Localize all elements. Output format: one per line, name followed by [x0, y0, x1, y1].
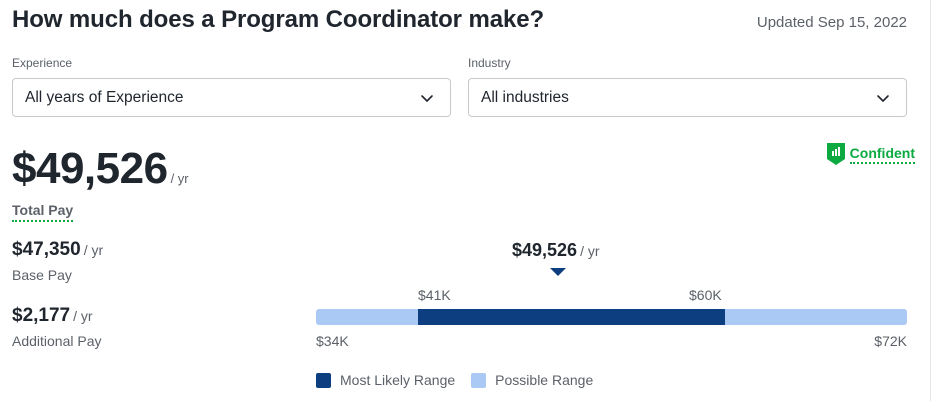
experience-select-value: All years of Experience	[25, 88, 184, 106]
chevron-down-icon	[877, 95, 889, 102]
total-pay-unit: / yr	[170, 171, 189, 186]
total-pay-tooltip-trigger[interactable]: Total Pay	[12, 202, 74, 222]
additional-pay-amount: $2,177/ yr	[12, 305, 93, 327]
possible-range-bar	[316, 309, 907, 325]
possible-high-label: $72K	[874, 333, 907, 349]
panel-right-border	[930, 0, 931, 401]
base-pay-label: Base Pay	[12, 267, 72, 283]
industry-select[interactable]: All industries	[468, 78, 907, 117]
updated-date: Updated Sep 15, 2022	[756, 14, 907, 31]
median-pay-unit: / yr	[580, 243, 600, 259]
experience-select[interactable]: All years of Experience	[12, 78, 451, 117]
additional-pay-label: Additional Pay	[12, 333, 102, 349]
median-pay: $49,526/ yr	[512, 240, 600, 261]
additional-pay-value: $2,177	[12, 305, 71, 326]
median-pay-value: $49,526	[512, 240, 578, 260]
confidence-label: Confident	[849, 145, 915, 164]
median-pointer-icon	[550, 268, 566, 276]
likely-high-label: $60K	[689, 287, 722, 303]
confidence-badge[interactable]: Confident	[826, 142, 915, 166]
base-pay-unit: / yr	[83, 242, 104, 258]
legend-likely-label: Most Likely Range	[340, 372, 456, 388]
additional-pay-unit: / yr	[73, 308, 93, 324]
likely-low-label: $41K	[418, 287, 451, 303]
experience-label: Experience	[12, 56, 73, 70]
base-pay-amount: $47,350/ yr	[12, 239, 103, 261]
possible-low-label: $34K	[316, 333, 349, 349]
shield-bar-chart-icon	[826, 143, 845, 165]
total-pay-value: $49,526	[12, 144, 168, 193]
legend-item-possible: Possible Range	[471, 372, 593, 388]
industry-label: Industry	[468, 56, 511, 70]
possible-swatch-icon	[471, 372, 487, 388]
base-pay-value: $47,350	[12, 239, 81, 260]
industry-select-value: All industries	[481, 88, 569, 106]
legend-item-likely: Most Likely Range	[316, 372, 455, 388]
most-likely-range-bar	[418, 309, 725, 325]
range-legend: Most Likely Range Possible Range	[316, 372, 609, 388]
likely-swatch-icon	[316, 372, 331, 388]
total-pay-amount: $49,526/ yr	[12, 144, 189, 194]
chevron-down-icon	[421, 95, 433, 102]
page-title: How much does a Program Coordinator make…	[12, 6, 544, 33]
legend-possible-label: Possible Range	[495, 372, 594, 388]
